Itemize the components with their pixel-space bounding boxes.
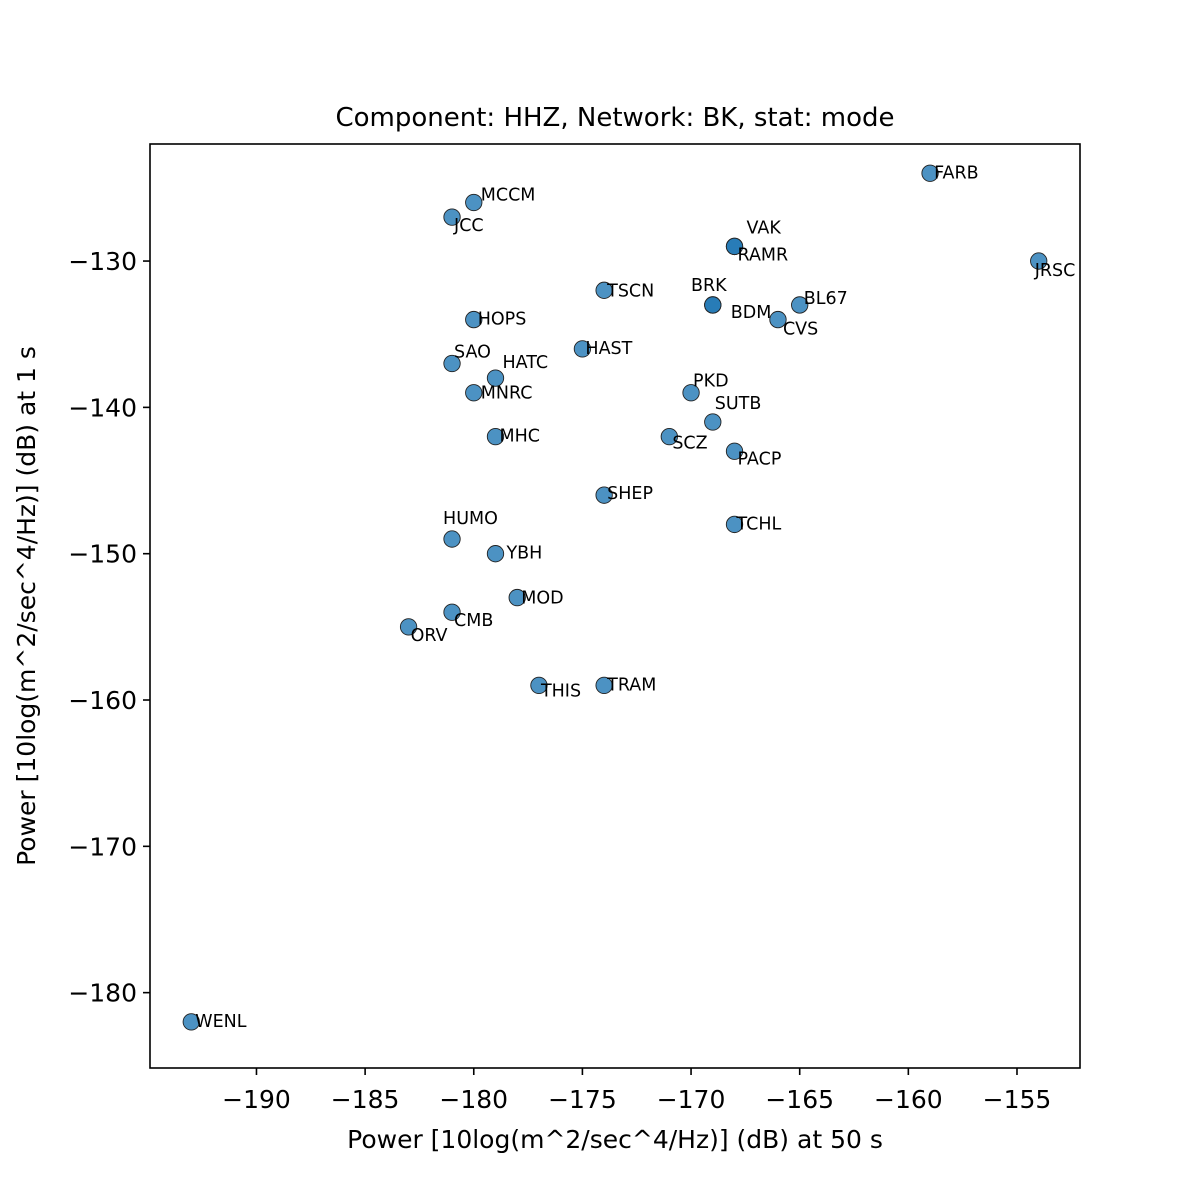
- point-label: WENL: [195, 1012, 246, 1032]
- data-point: [443, 530, 461, 548]
- x-tick-label: −180: [439, 1085, 508, 1114]
- point-label: TRAM: [606, 675, 656, 695]
- point-label: YBH: [505, 544, 542, 564]
- point-label: ORV: [411, 626, 448, 646]
- data-point: [486, 545, 505, 563]
- chart-title: Component: HHZ, Network: BK, stat: mode: [335, 103, 894, 133]
- point-label: CMB: [454, 611, 493, 631]
- data-point: [921, 164, 939, 182]
- points-layer: [182, 164, 1048, 1031]
- point-label: BRK: [691, 276, 727, 296]
- point-label: HUMO: [443, 509, 498, 529]
- data-point: [595, 486, 613, 504]
- point-label: JRSC: [1034, 261, 1076, 281]
- data-point: [465, 193, 483, 212]
- y-tick-label: −150: [68, 540, 137, 569]
- point-label: JCC: [453, 216, 484, 236]
- data-point: [443, 603, 461, 621]
- data-point: [682, 384, 700, 402]
- data-point: [660, 427, 678, 446]
- point-label: HOPS: [478, 310, 527, 330]
- data-point: [725, 442, 744, 460]
- data-point: [508, 588, 526, 607]
- y-axis-label: Power [10log(m^2/sec^4/Hz)] (dB) at 1 s: [12, 346, 41, 866]
- point-label: SAO: [454, 342, 491, 362]
- point-label: CVS: [783, 320, 818, 340]
- point-label: TCHL: [736, 514, 782, 534]
- x-tick-label: −160: [874, 1085, 943, 1114]
- data-point: [595, 281, 613, 299]
- x-tick-label: −175: [548, 1085, 617, 1114]
- y-tick-label: −130: [68, 247, 137, 276]
- point-label: RAMR: [738, 245, 789, 265]
- point-label: HAST: [585, 339, 632, 359]
- x-tick-label: −190: [222, 1085, 291, 1114]
- data-point: [573, 340, 592, 358]
- y-tick-label: −170: [68, 832, 137, 861]
- y-tick-label: −140: [68, 393, 137, 422]
- data-point: [486, 369, 505, 387]
- point-label: BDM: [731, 303, 772, 323]
- x-tick-label: −170: [657, 1085, 726, 1114]
- data-point: [530, 676, 548, 695]
- point-label: VAK: [747, 218, 782, 238]
- x-tick-label: −165: [765, 1085, 834, 1114]
- point-label: PACP: [738, 449, 782, 469]
- point-label: THIS: [540, 681, 581, 701]
- y-tick-label: −160: [68, 686, 137, 715]
- data-point: [769, 310, 787, 329]
- point-label: MHC: [499, 427, 539, 447]
- point-label: PKD: [693, 372, 729, 392]
- x-tick-label: −185: [331, 1085, 400, 1114]
- point-label: TSCN: [606, 281, 654, 301]
- data-point: [443, 354, 461, 373]
- data-point: [1030, 252, 1048, 270]
- axes-frame: [149, 143, 1081, 1069]
- point-label: HATC: [502, 353, 548, 373]
- data-point: [465, 384, 483, 402]
- data-point: [182, 1013, 200, 1031]
- data-point: [465, 310, 483, 329]
- y-tick-label: −180: [68, 979, 137, 1008]
- data-point: [725, 237, 744, 256]
- point-label: MOD: [521, 589, 563, 609]
- x-tick-label: −155: [983, 1085, 1052, 1114]
- data-point: [725, 515, 744, 534]
- point-label: FARB: [934, 163, 979, 183]
- data-point: [791, 296, 809, 314]
- point-label: SUTB: [715, 394, 762, 414]
- point-label: SCZ: [672, 434, 707, 454]
- data-point: [443, 208, 461, 226]
- point-label: MNRC: [481, 384, 533, 404]
- data-point: [704, 296, 722, 314]
- data-point: [399, 618, 418, 636]
- data-point: [486, 427, 505, 446]
- x-axis-label: Power [10log(m^2/sec^4/Hz)] (dB) at 50 s: [347, 1125, 883, 1154]
- data-point: [595, 676, 613, 695]
- point-label: BL67: [804, 289, 848, 309]
- point-label: MCCM: [481, 186, 536, 206]
- point-label: SHEP: [607, 484, 653, 504]
- data-point: [704, 413, 722, 431]
